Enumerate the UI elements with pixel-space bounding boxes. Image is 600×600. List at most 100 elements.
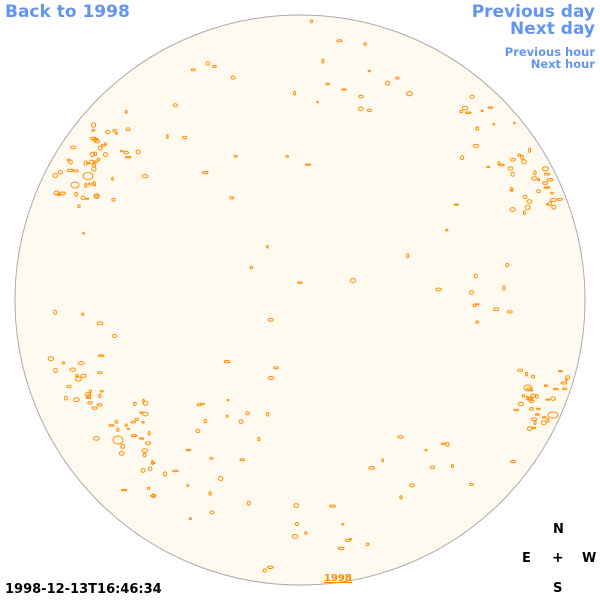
contour-mark — [130, 420, 137, 424]
contour-mark — [73, 169, 79, 173]
contour-mark — [461, 105, 469, 111]
next-day-link[interactable]: Next day — [510, 19, 595, 39]
contour-mark — [487, 106, 494, 109]
contour-mark — [266, 565, 274, 569]
contour-mark — [147, 430, 151, 436]
contour-mark — [510, 171, 515, 177]
contour-mark — [513, 121, 516, 125]
contour-mark — [472, 143, 479, 148]
contour-mark — [195, 428, 201, 434]
contour-mark — [92, 160, 99, 164]
contour-mark — [138, 437, 145, 440]
contour-mark — [84, 392, 92, 397]
contour-mark — [291, 534, 299, 539]
contour-mark — [395, 76, 400, 80]
contour-mark — [397, 435, 404, 439]
contour-mark — [245, 411, 250, 416]
contour-mark — [349, 278, 357, 284]
contour-mark — [205, 61, 211, 66]
contour-mark — [92, 163, 97, 168]
contour-mark — [344, 538, 351, 543]
contour-mark — [66, 158, 71, 162]
contour-mark — [486, 165, 491, 169]
contour-mark — [118, 451, 125, 456]
contour-mark — [94, 139, 101, 144]
contour-mark — [535, 407, 541, 410]
contour-mark — [531, 176, 538, 181]
contour-mark — [141, 421, 145, 424]
contour-mark — [83, 160, 88, 166]
contour-mark — [475, 126, 480, 131]
contour-mark — [70, 145, 77, 150]
contour-mark — [182, 135, 188, 140]
contour-mark — [304, 163, 312, 166]
contour-mark — [536, 189, 542, 194]
contour-mark — [469, 483, 474, 486]
contour-mark — [540, 420, 547, 426]
contour-mark — [190, 68, 196, 72]
contour-mark — [552, 387, 559, 391]
contour-mark — [172, 469, 179, 473]
contour-mark — [124, 109, 128, 114]
contour-mark — [329, 504, 336, 508]
previous-hour-link[interactable]: Previous hour — [504, 45, 595, 59]
contour-mark — [546, 178, 554, 182]
contour-mark — [565, 377, 568, 382]
contour-mark — [217, 476, 224, 481]
observation-timestamp: 1998-12-13T16:46:34 — [5, 582, 162, 597]
contour-mark — [151, 459, 154, 466]
contour-mark — [135, 149, 141, 155]
contour-mark — [233, 154, 238, 158]
contour-mark — [68, 159, 73, 165]
contour-mark — [96, 321, 104, 326]
contour-mark — [267, 376, 275, 380]
previous-day-link[interactable]: Previous day — [471, 2, 595, 22]
back-to-year-link[interactable]: Back to 1998 — [5, 2, 130, 22]
contour-mark — [517, 368, 524, 372]
contour-mark — [459, 109, 464, 114]
next-hour-link[interactable]: Next hour — [530, 57, 595, 71]
contour-mark — [103, 152, 108, 158]
contour-mark — [381, 458, 385, 463]
contour-mark — [367, 69, 371, 73]
contour-mark — [125, 127, 131, 132]
contour-mark — [80, 373, 87, 378]
contour-mark — [546, 186, 551, 189]
contour-mark — [56, 192, 61, 197]
contour-mark — [325, 82, 330, 86]
contour-mark — [480, 109, 484, 113]
contour-mark — [551, 204, 557, 210]
contour-mark — [150, 494, 157, 498]
contour-mark — [366, 108, 372, 113]
contour-mark — [230, 75, 236, 80]
contour-mark — [530, 393, 537, 398]
contour-mark — [517, 401, 525, 407]
contour-mark — [556, 197, 563, 201]
contour-mark — [533, 420, 537, 425]
contour-mark — [541, 416, 547, 419]
contour-mark — [543, 186, 549, 189]
contour-mark — [91, 128, 96, 132]
contour-mark — [53, 367, 58, 374]
contour-mark — [119, 149, 124, 153]
contour-mark — [293, 91, 297, 96]
contour-mark — [472, 303, 477, 308]
contour-mark — [208, 491, 212, 496]
contour-mark — [304, 531, 308, 535]
contour-mark — [337, 546, 345, 551]
contour-mark — [510, 460, 516, 464]
contour-mark — [134, 417, 139, 421]
contour-mark — [409, 483, 415, 488]
contour-mark — [188, 517, 193, 521]
contour-mark — [120, 488, 128, 492]
contour-mark — [506, 310, 513, 314]
contour-mark — [61, 361, 65, 365]
contour-mark — [521, 394, 526, 398]
contour-mark — [52, 173, 59, 178]
contour-mark — [81, 312, 85, 316]
year-link[interactable]: 1998 — [324, 573, 352, 584]
contour-mark — [465, 111, 472, 114]
contour-mark — [93, 193, 100, 199]
contour-mark — [123, 150, 129, 155]
